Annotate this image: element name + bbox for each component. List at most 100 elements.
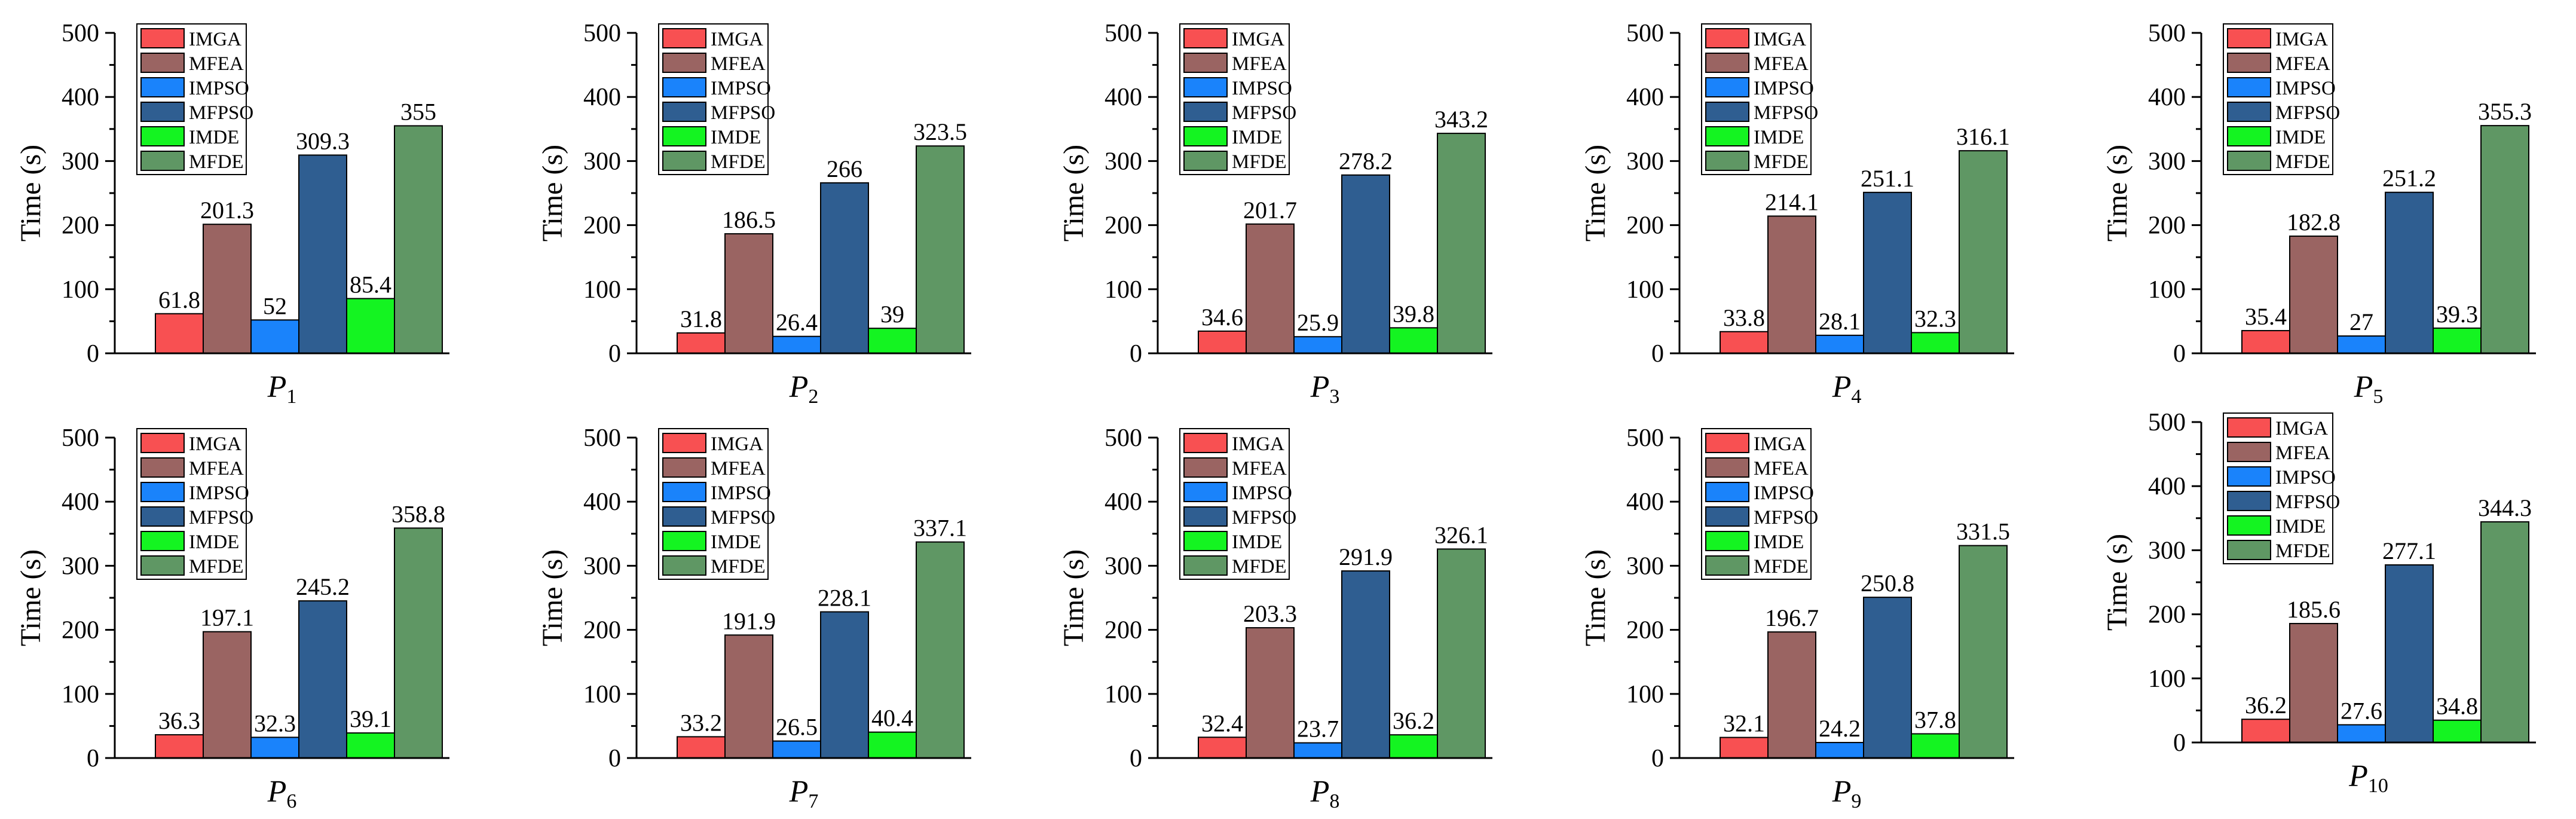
data-label: 250.8 xyxy=(1861,570,1914,597)
legend-swatch-impso xyxy=(140,482,185,502)
data-label: 36.3 xyxy=(158,707,200,734)
legend: IMGA MFEA IMPSO MFPSO IMDE MFDE xyxy=(1179,23,1296,175)
bar-imde xyxy=(2433,719,2482,744)
legend-swatch-mfea xyxy=(140,53,185,73)
legend-label: MFEA xyxy=(1232,458,1287,479)
legend: IMGA MFEA IMPSO MFPSO IMDE MFDE xyxy=(1701,428,1818,580)
bar-imde xyxy=(1389,327,1438,355)
legend-swatch-mfea xyxy=(1183,457,1228,478)
data-label: 251.2 xyxy=(2382,165,2436,192)
legend-swatch-impso xyxy=(1705,482,1749,502)
bar-mfde xyxy=(2480,125,2529,354)
legend-label: MFEA xyxy=(711,458,766,479)
y-tick-label: 200 xyxy=(62,212,99,240)
legend-swatch-mfde xyxy=(662,151,706,171)
legend-box xyxy=(136,428,247,580)
bar-mfpso xyxy=(298,154,347,354)
legend: IMGA MFEA IMPSO MFPSO IMDE MFDE xyxy=(136,428,253,580)
legend-swatch-imde xyxy=(662,531,706,551)
x-axis-label-subscript: 2 xyxy=(808,386,818,408)
data-label: 52 xyxy=(263,292,287,319)
data-label: 34.8 xyxy=(2436,693,2478,720)
data-label: 191.9 xyxy=(722,607,776,634)
data-label: 323.5 xyxy=(913,118,967,145)
x-axis-label-subscript: 7 xyxy=(808,790,818,812)
data-label: 326.1 xyxy=(1434,521,1488,548)
legend-swatch-impso xyxy=(140,77,185,97)
data-label: 185.6 xyxy=(2287,596,2341,623)
y-axis-title: Time (s) xyxy=(1580,549,1611,646)
legend-label: MFDE xyxy=(189,151,244,173)
legend-label: MFDE xyxy=(1754,556,1809,577)
y-tick-label: 0 xyxy=(1651,745,1664,772)
legend-label: IMGA xyxy=(1232,433,1284,455)
data-label: 316.1 xyxy=(1956,123,2010,150)
legend-label: IMPSO xyxy=(1754,482,1814,504)
data-label: 343.2 xyxy=(1434,106,1488,133)
data-label: 32.3 xyxy=(254,710,296,737)
legend: IMGA MFEA IMPSO MFPSO IMDE MFDE xyxy=(1179,428,1296,580)
x-axis-label: P3 xyxy=(1310,370,1340,408)
subplot-10: 36.2 185.6 27.6 277.1 34.8 344.3 0 100 200 300 400… xyxy=(2101,409,2536,797)
x-axis-label-subscript: 5 xyxy=(2373,386,2383,408)
bar-impso xyxy=(772,335,821,355)
y-tick-label: 100 xyxy=(1626,276,1664,304)
bar-impso xyxy=(1815,334,1864,354)
legend-label: MFDE xyxy=(2275,540,2330,562)
bar-mfpso xyxy=(298,600,347,759)
y-tick-label: 300 xyxy=(2148,537,2186,564)
y-tick-label: 300 xyxy=(2148,148,2186,175)
data-label: 278.2 xyxy=(1339,148,1393,175)
data-label: 203.3 xyxy=(1243,600,1297,627)
bar-mfde xyxy=(1437,548,1486,759)
legend-swatch-mfea xyxy=(1705,457,1749,478)
legend-swatch-mfea xyxy=(662,53,706,73)
legend-label: IMDE xyxy=(711,531,761,553)
y-tick-label: 100 xyxy=(62,681,99,708)
legend-box xyxy=(1179,428,1290,580)
legend-label: IMGA xyxy=(711,433,763,455)
subplot-8: 32.4 203.3 23.7 291.9 36.2 326.1 0 100 200 300 400… xyxy=(1058,424,1492,812)
legend-box xyxy=(1701,428,1812,580)
y-axis-title: Time (s) xyxy=(2101,145,2133,242)
data-label: 291.9 xyxy=(1339,543,1393,570)
bar-mfpso xyxy=(1341,174,1390,354)
data-label: 39.8 xyxy=(1393,300,1434,327)
y-axis-title: Time (s) xyxy=(15,145,47,242)
x-axis-label-main: P xyxy=(1310,775,1330,809)
legend: IMGA MFEA IMPSO MFPSO IMDE MFDE xyxy=(658,428,775,580)
legend-label: IMPSO xyxy=(711,482,771,504)
legend-label: MFDE xyxy=(1232,556,1287,577)
legend-label: IMDE xyxy=(189,127,239,148)
y-tick-label: 500 xyxy=(1626,424,1664,452)
legend-label: MFPSO xyxy=(189,507,253,528)
legend-swatch-mfde xyxy=(1705,151,1749,171)
legend-swatch-imde xyxy=(2227,126,2271,146)
legend-label: MFPSO xyxy=(1754,102,1818,124)
x-axis-label: P5 xyxy=(2354,370,2384,408)
bar-impso xyxy=(250,737,299,759)
y-tick-label: 300 xyxy=(1626,552,1664,580)
legend-label: IMDE xyxy=(711,127,761,148)
data-label: 245.2 xyxy=(296,573,350,600)
legend-label: MFEA xyxy=(2275,442,2330,464)
y-tick-label: 0 xyxy=(87,340,99,368)
bar-imde xyxy=(1911,332,1960,354)
legend-label: MFEA xyxy=(1754,53,1809,75)
y-tick-label: 400 xyxy=(583,488,621,516)
legend-swatch-mfpso xyxy=(1183,506,1228,527)
legend-swatch-imga xyxy=(1705,28,1749,48)
data-label: 35.4 xyxy=(2245,303,2287,330)
legend-label: IMPSO xyxy=(189,482,249,504)
legend-swatch-impso xyxy=(662,77,706,97)
legend-label: IMDE xyxy=(2275,516,2326,537)
y-tick-label: 400 xyxy=(62,84,99,111)
legend-label: MFEA xyxy=(2275,53,2330,75)
y-tick-label: 500 xyxy=(1105,20,1142,47)
legend-box xyxy=(658,23,769,175)
bar-mfea xyxy=(2289,236,2338,354)
y-tick-label: 200 xyxy=(1626,617,1664,644)
data-label: 26.4 xyxy=(776,309,818,336)
legend-label: MFPSO xyxy=(2275,491,2340,513)
legend-swatch-mfea xyxy=(2227,53,2271,73)
